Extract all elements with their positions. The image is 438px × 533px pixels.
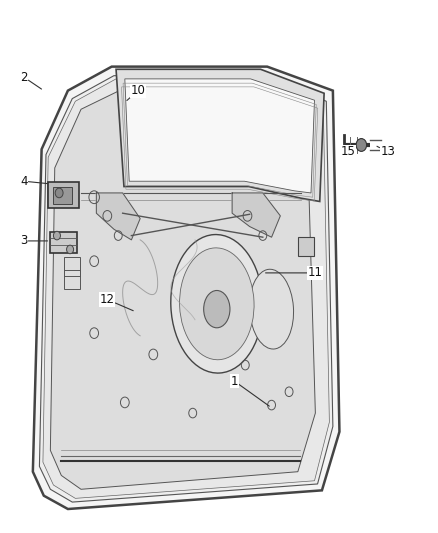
Ellipse shape [180, 248, 254, 360]
Polygon shape [232, 193, 280, 237]
Polygon shape [116, 69, 324, 201]
FancyBboxPatch shape [298, 237, 314, 256]
Polygon shape [39, 76, 333, 502]
Circle shape [53, 231, 60, 240]
Text: 13: 13 [377, 146, 395, 158]
Circle shape [55, 188, 63, 198]
Text: 15: 15 [341, 146, 356, 158]
Ellipse shape [204, 290, 230, 328]
Text: 1: 1 [230, 375, 269, 406]
Polygon shape [50, 88, 315, 489]
Text: 3: 3 [21, 235, 48, 247]
Polygon shape [43, 79, 329, 498]
Circle shape [356, 139, 367, 151]
Ellipse shape [171, 235, 263, 373]
Polygon shape [50, 232, 77, 253]
Text: 4: 4 [20, 175, 48, 188]
Circle shape [67, 245, 74, 254]
Text: 12: 12 [100, 293, 133, 311]
Text: 11: 11 [265, 266, 323, 279]
Ellipse shape [250, 269, 293, 349]
Polygon shape [48, 182, 79, 208]
Text: 2: 2 [20, 71, 42, 89]
Polygon shape [33, 67, 339, 509]
Polygon shape [125, 79, 314, 193]
Polygon shape [96, 193, 140, 240]
Text: 10: 10 [127, 84, 145, 101]
FancyBboxPatch shape [53, 187, 72, 204]
